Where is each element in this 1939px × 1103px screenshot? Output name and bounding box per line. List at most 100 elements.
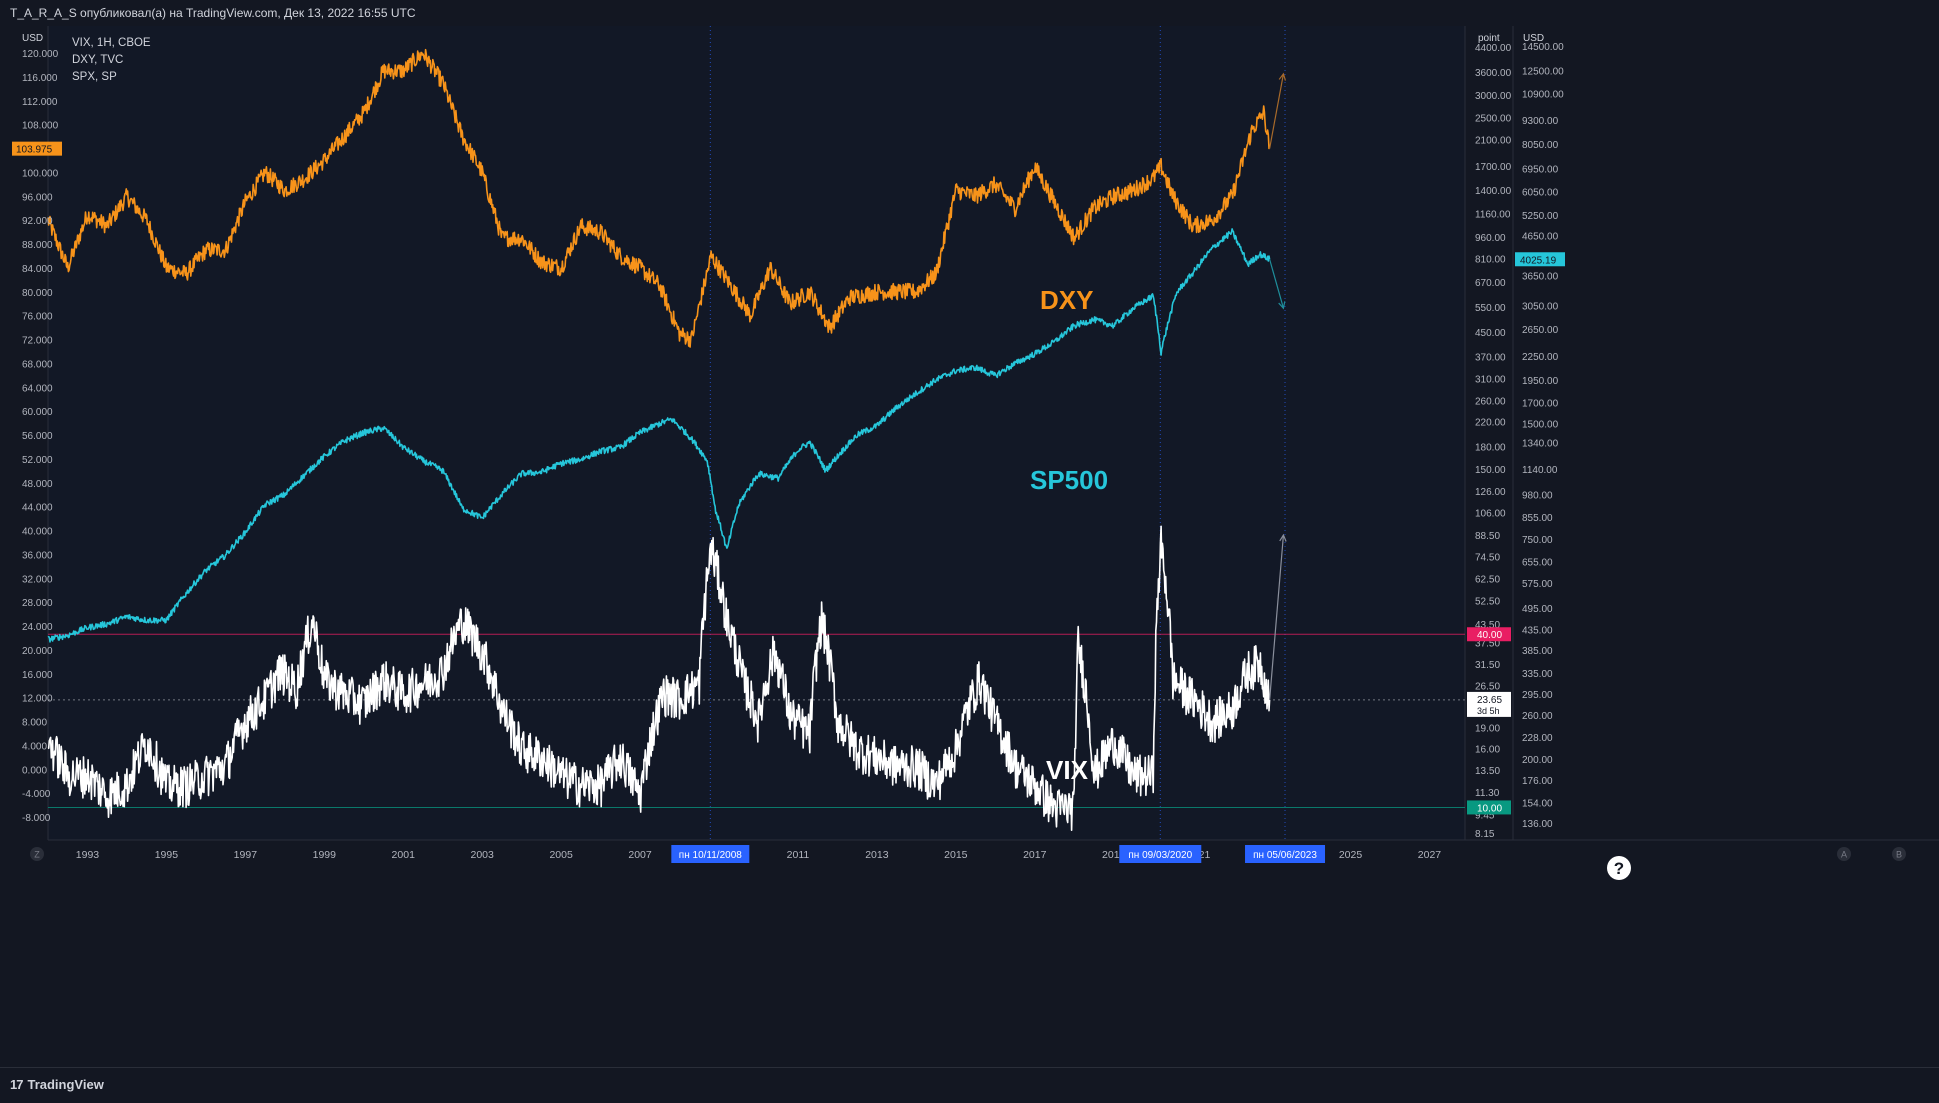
mid-axis-white-badge [1467,691,1511,717]
x-axis-tick: 1993 [76,849,100,861]
mid-axis-tick: 2500.00 [1475,114,1512,125]
mid-axis-tick: 88.50 [1475,531,1500,542]
left-axis-tick: 108.000 [22,121,59,132]
left-axis-unit: USD [22,33,43,44]
mid-axis-tick: 550.00 [1475,303,1506,314]
legend-item: DXY, TVC [72,54,123,66]
left-axis-price-badge-text: 103.975 [16,145,53,156]
mid-axis-tick: 31.50 [1475,660,1500,671]
annotation-sp500: SP500 [1030,465,1108,495]
mid-axis-tick: 150.00 [1475,465,1506,476]
mid-axis-red-badge-text: 40.00 [1477,630,1502,641]
right-axis-tick: 154.00 [1522,798,1553,809]
right-axis-tick: 4650.00 [1522,231,1559,242]
left-axis-tick: 80.000 [22,288,53,299]
x-axis-highlight-label: пн 10/11/2008 [679,850,742,861]
mid-axis-tick: 9.45 [1475,811,1495,822]
left-axis-tick: 20.000 [22,646,53,657]
right-axis-tick: 980.00 [1522,490,1553,501]
mid-axis-white-badge-sub: 3d 5h [1477,706,1500,716]
right-axis-tick: 655.00 [1522,557,1553,568]
mid-axis-green-badge-text: 10.00 [1477,803,1502,814]
mid-axis-tick: 260.00 [1475,396,1506,407]
x-axis-highlight-label: пн 05/06/2023 [1253,850,1317,861]
mid-axis-white-badge-text: 23.65 [1477,695,1502,706]
right-axis-tick: 6950.00 [1522,164,1559,175]
right-axis-tick: 10900.00 [1522,89,1564,100]
mid-axis-red-badge [1467,627,1511,642]
right-axis-tick: 5250.00 [1522,211,1559,222]
mid-axis-tick: 52.50 [1475,596,1500,607]
header-attribution: T_A_R_A_S опубликовал(а) на TradingView.… [0,0,1939,26]
left-axis-tick: 4.000 [22,741,47,752]
tradingview-logo[interactable]: 17 TradingView [10,1077,104,1092]
series-line-vix [47,525,1271,831]
mid-axis-tick: 670.00 [1475,278,1506,289]
left-axis-tick: 116.000 [22,73,58,84]
mid-axis-tick: 4400.00 [1475,43,1512,54]
left-axis-tick: 60.000 [22,407,53,418]
chart-svg[interactable]: DXY SP500 VIX? VIX, 1H, CBOE DXY, TVC SPX, S… [10,26,1939,1067]
right-axis-unit: USD [1523,33,1544,44]
x-axis-highlight-badge [1119,845,1202,863]
left-axis-tick: 12.000 [22,694,53,705]
left-axis-tick: 36.000 [22,550,53,561]
x-axis-tick: 1999 [313,849,337,861]
mid-axis-tick: 1160.00 [1475,210,1511,221]
x-axis-tick: 2025 [1339,849,1363,861]
mid-axis-tick: 450.00 [1475,328,1506,339]
axis-corner-button[interactable] [30,847,44,861]
annotation-vix: VIX [1046,755,1089,785]
right-axis-price-badge-text: 4025.19 [1520,255,1557,266]
right-axis-tick: 8050.00 [1522,140,1559,151]
right-axis-tick: 260.00 [1522,711,1553,722]
x-axis-tick: 21 [1199,849,1211,861]
left-axis-tick: 88.000 [22,240,53,251]
left-axis-tick: -4.000 [22,789,51,800]
axis-corner-button[interactable] [1892,847,1906,861]
right-axis-tick: 855.00 [1522,513,1553,524]
right-axis-tick: 12500.00 [1522,67,1564,78]
left-axis-tick: 112.000 [22,97,58,108]
right-axis-tick: 200.00 [1522,755,1553,766]
mid-axis-tick: 106.00 [1475,508,1506,519]
mid-axis-tick: 13.50 [1475,766,1500,777]
left-axis-tick: 40.000 [22,527,53,538]
mid-axis-tick: 62.50 [1475,574,1500,585]
footer-bar: 17 TradingView [0,1067,1939,1103]
right-axis-tick: 6050.00 [1522,187,1559,198]
right-axis-tick: 2650.00 [1522,325,1559,336]
series-line-spx [47,228,1271,643]
left-axis-tick: 92.000 [22,216,53,227]
right-axis-tick: 495.00 [1522,604,1553,615]
left-axis-tick: 32.000 [22,574,53,585]
mid-axis-tick: 810.00 [1475,254,1506,265]
left-axis-tick: 120.000 [22,49,59,60]
projection-arrow [1269,259,1285,309]
left-axis-tick: 84.000 [22,264,53,275]
right-axis-tick: 385.00 [1522,646,1553,657]
x-axis-highlight-label: пн 09/03/2020 [1128,850,1192,861]
right-axis-tick: 3050.00 [1522,301,1559,312]
series-line-dxy [47,48,1270,348]
chart-area[interactable]: DXY SP500 VIX? VIX, 1H, CBOE DXY, TVC SPX, S… [10,26,1939,1067]
mid-axis-tick: 37.50 [1475,638,1500,649]
mid-axis-tick: 1400.00 [1475,186,1512,197]
axis-corner-button[interactable] [1837,847,1851,861]
mid-axis-tick: 16.00 [1475,745,1500,756]
left-axis-tick: 52.000 [22,455,53,466]
x-axis-tick: 2015 [944,849,968,861]
mid-axis-tick: 1700.00 [1475,162,1512,173]
mid-axis-tick: 8.15 [1475,829,1495,840]
mid-axis-tick: 26.50 [1475,682,1500,693]
mid-axis-tick: 43.50 [1475,620,1500,631]
right-axis-tick: 2250.00 [1522,352,1559,363]
mid-axis-tick: 180.00 [1475,442,1506,453]
mid-axis-tick: 960.00 [1475,233,1506,244]
left-axis-tick: 28.000 [22,598,53,609]
right-axis-tick: 9300.00 [1522,116,1559,127]
right-axis-tick: 435.00 [1522,626,1553,637]
legend-item: VIX, 1H, CBOE [72,37,151,49]
mid-axis-tick: 126.00 [1475,487,1506,498]
mid-axis-tick: 3000.00 [1475,91,1512,102]
